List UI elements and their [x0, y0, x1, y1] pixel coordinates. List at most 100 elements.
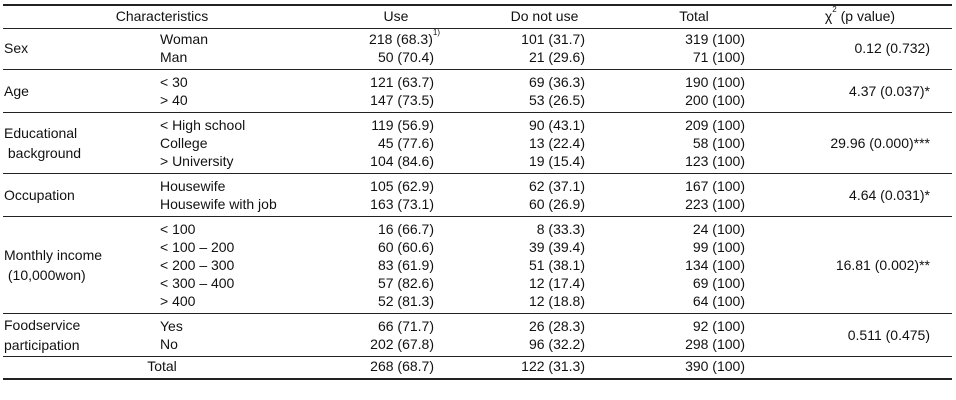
subgroup-label: < 30: [160, 74, 188, 90]
not-use-value: 62 (37.1): [528, 178, 585, 194]
total-value: 200 (100): [685, 92, 745, 108]
use-value: 121 (63.7): [300, 73, 434, 91]
use-value: 202 (67.8): [300, 335, 434, 353]
subgroup-label: > 400: [160, 293, 196, 309]
not-use-value: 13 (22.4): [528, 135, 585, 151]
use-count: 60 (60.6): [377, 239, 434, 255]
group-label: (10,000won): [4, 267, 86, 283]
use-value: 45 (77.6): [300, 134, 434, 152]
total-value: 92 (100): [692, 318, 745, 334]
total-value: 64 (100): [692, 293, 745, 309]
total-value: 69 (100): [692, 275, 745, 291]
header-chi-square: χ2 (p value): [770, 5, 950, 25]
group-label: Sex: [4, 40, 29, 56]
bottom-rule: [3, 378, 952, 380]
chi-square-value: 0.12 (0.732): [854, 40, 931, 56]
not-use-value: 12 (17.4): [528, 275, 585, 291]
subgroup-label: Woman: [160, 31, 208, 47]
not-use-value: 96 (32.2): [528, 336, 585, 352]
total-value: 298 (100): [685, 336, 745, 352]
use-value: 60 (60.6): [300, 238, 434, 256]
not-use-value: 21 (29.6): [528, 49, 585, 65]
use-value: 52 (81.3): [300, 292, 434, 310]
use-value: 16 (66.7): [300, 220, 434, 238]
subgroup-label: < 100 – 200: [160, 239, 235, 255]
use-count: 121 (63.7): [370, 74, 434, 90]
use-count: 218 (68.3): [369, 31, 433, 47]
total-not-use: 122 (31.3): [521, 358, 585, 374]
not-use-value: 60 (26.9): [528, 196, 585, 212]
subgroup-label: Housewife: [160, 178, 226, 194]
use-count: 45 (77.6): [377, 135, 434, 151]
total-value: 58 (100): [692, 135, 745, 151]
header-total: Total: [679, 8, 709, 24]
group-rule: [3, 313, 952, 314]
use-count: 104 (84.6): [370, 153, 434, 169]
group-label: Occupation: [4, 187, 75, 203]
total-value: 134 (100): [685, 257, 745, 273]
total-total: 390 (100): [685, 358, 745, 374]
use-value: 218 (68.3)1): [300, 29, 440, 48]
use-count: 57 (82.6): [377, 275, 434, 291]
chi-square-value: 0.511 (0.475): [847, 327, 930, 343]
subgroup-label: < 300 – 400: [160, 275, 235, 291]
not-use-value: 8 (33.3): [536, 221, 585, 237]
header-characteristics: Characteristics: [115, 8, 209, 24]
use-count: 66 (71.7): [377, 318, 434, 334]
not-use-value: 69 (36.3): [528, 74, 585, 90]
subgroup-label: No: [160, 336, 178, 352]
subgroup-label: College: [160, 135, 208, 151]
group-rule: [3, 173, 952, 174]
use-count: 163 (73.1): [370, 196, 434, 212]
chi-square-value: 16.81 (0.002)**: [835, 257, 930, 273]
use-count: 202 (67.8): [370, 336, 434, 352]
subgroup-label: > University: [160, 153, 234, 169]
subgroup-label: Housewife with job: [160, 196, 277, 212]
use-value: 105 (62.9): [300, 177, 434, 195]
group-rule: [3, 216, 952, 217]
not-use-value: 26 (28.3): [528, 318, 585, 334]
chi-square-value: 4.37 (0.037)*: [849, 83, 930, 99]
total-value: 209 (100): [685, 117, 745, 133]
use-value: 119 (56.9): [300, 116, 434, 134]
not-use-value: 101 (31.7): [521, 31, 585, 47]
header-rule: [3, 28, 952, 29]
use-value: 163 (73.1): [300, 195, 434, 213]
not-use-value: 19 (15.4): [528, 153, 585, 169]
total-value: 99 (100): [692, 239, 745, 255]
subgroup-label: < High school: [160, 117, 246, 133]
not-use-value: 51 (38.1): [528, 257, 585, 273]
chi-label: (p value): [836, 8, 896, 24]
use-count: 83 (61.9): [377, 257, 434, 273]
top-rule: [3, 4, 952, 6]
total-value: 190 (100): [685, 74, 745, 90]
header-use: Use: [383, 8, 409, 24]
group-rule: [3, 69, 952, 70]
chi-superscript: 2: [832, 5, 837, 14]
subgroup-label: Yes: [160, 318, 183, 334]
use-count: 119 (56.9): [371, 117, 434, 133]
use-value: 147 (73.5): [300, 91, 434, 109]
use-value: 104 (84.6): [300, 152, 434, 170]
use-value: 83 (61.9): [300, 256, 434, 274]
not-use-value: 39 (39.4): [528, 239, 585, 255]
group-label: participation: [4, 337, 80, 353]
use-value: 57 (82.6): [300, 274, 434, 292]
group-label: background: [4, 145, 82, 161]
use-value: 66 (71.7): [300, 317, 434, 335]
header-do-not-use: Do not use: [510, 8, 579, 24]
chi-square-value: 4.64 (0.031)*: [849, 187, 930, 203]
group-rule: [3, 356, 952, 357]
use-count: 16 (66.7): [377, 221, 434, 237]
subgroup-label: > 40: [160, 92, 188, 108]
total-value: 24 (100): [692, 221, 745, 237]
use-value: 50 (70.4): [300, 48, 434, 66]
total-value: 319 (100): [685, 31, 745, 47]
use-count: 105 (62.9): [370, 178, 434, 194]
use-count: 147 (73.5): [370, 92, 434, 108]
total-value: 223 (100): [685, 196, 745, 212]
group-rule: [3, 112, 952, 113]
subgroup-label: < 200 – 300: [160, 257, 235, 273]
group-label: Age: [4, 83, 29, 99]
use-count: 52 (81.3): [377, 293, 434, 309]
